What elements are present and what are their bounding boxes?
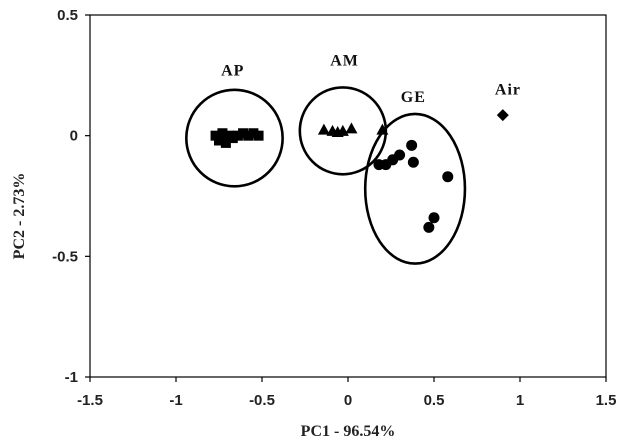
point-air [496, 109, 509, 122]
point-ap [253, 130, 264, 141]
point-ap [243, 130, 254, 141]
point-ap [214, 135, 224, 146]
point-ap [217, 128, 228, 139]
point-ap [219, 135, 230, 146]
y-axis-label: PC2 - 2.73% [11, 173, 28, 260]
group-labels: AP AM GE Air [221, 53, 521, 106]
point-ap [238, 128, 249, 139]
x-tick-label: -1.5 [77, 392, 103, 409]
point-ge [406, 139, 418, 151]
x-tick-label: -0.5 [249, 392, 275, 409]
point-ge [423, 221, 435, 233]
group-ellipse-ap [185, 88, 284, 188]
group-ellipse-ge [363, 112, 467, 265]
point-ge [394, 149, 406, 161]
y-tick-label: -0.5 [52, 248, 78, 265]
group-label-ge: GE [401, 89, 426, 106]
point-ap [227, 133, 238, 144]
y-axis: 0.5 0 -0.5 -1 [52, 7, 90, 386]
x-tick-label: 0 [344, 392, 352, 409]
group-label-ap: AP [221, 62, 244, 79]
point-ap [248, 128, 259, 139]
point-ap [232, 130, 243, 141]
y-tick-label: 0 [70, 128, 78, 145]
x-tick-label: 0.5 [424, 392, 445, 409]
x-tick-label: 1.5 [596, 392, 617, 409]
point-ge [428, 212, 440, 224]
x-axis-label: PC1 - 96.54% [301, 423, 396, 440]
x-tick-label: -1 [169, 392, 182, 409]
x-axis: -1.5 -1 -0.5 0 0.5 1 1.5 [77, 377, 616, 409]
data-points [210, 109, 509, 233]
y-tick-label: 0.5 [57, 7, 78, 24]
point-am [345, 122, 358, 134]
group-label-air: Air [495, 82, 521, 99]
point-am [317, 123, 330, 135]
point-am [376, 123, 389, 135]
point-ge [407, 156, 419, 168]
x-tick-label: 1 [516, 392, 524, 409]
group-ellipses [185, 86, 467, 265]
group-label-am: AM [330, 53, 359, 70]
point-ge [442, 171, 454, 183]
y-tick-label: -1 [65, 369, 78, 386]
